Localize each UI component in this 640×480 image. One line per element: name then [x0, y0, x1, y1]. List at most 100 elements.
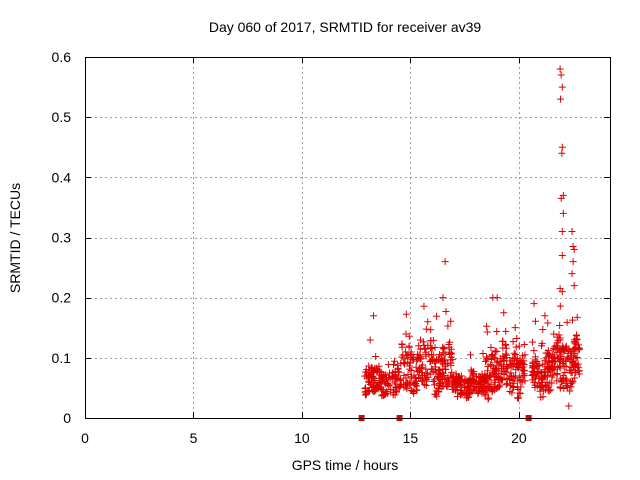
data-point [558, 83, 566, 91]
data-point [394, 364, 402, 372]
data-point [502, 381, 510, 389]
data-point [422, 325, 430, 333]
data-point [422, 381, 430, 389]
data-point [373, 366, 381, 374]
data-point [428, 365, 436, 373]
data-point [488, 369, 496, 377]
x-tick-label: 0 [81, 430, 89, 446]
data-point [475, 378, 483, 386]
data-point [569, 258, 577, 266]
data-point [500, 309, 508, 317]
data-point [441, 365, 449, 373]
x-tick-label: 5 [190, 430, 198, 446]
data-point [548, 373, 556, 381]
data-point [394, 375, 402, 383]
data-point [560, 347, 568, 355]
data-point [572, 354, 580, 362]
y-tick-label: 0.1 [52, 350, 72, 366]
data-point [547, 367, 555, 375]
data-point [447, 350, 455, 358]
data-point [483, 353, 491, 361]
data-point [365, 387, 373, 395]
data-point [497, 367, 505, 375]
data-point [518, 365, 526, 373]
data-point [378, 372, 386, 380]
data-point [513, 362, 521, 370]
data-point [485, 384, 493, 392]
data-point [565, 402, 573, 410]
y-tick-label: 0.3 [52, 230, 72, 246]
data-point [447, 317, 455, 325]
y-tick-label: 0.6 [52, 49, 72, 65]
data-point [484, 362, 492, 370]
data-point [558, 288, 566, 296]
data-point [472, 384, 480, 392]
data-point [437, 379, 445, 387]
data-point [435, 387, 443, 395]
data-point [536, 387, 544, 395]
data-point [542, 349, 550, 357]
data-point [571, 374, 579, 382]
data-point [405, 332, 413, 340]
data-point [405, 343, 413, 351]
data-point [391, 391, 399, 399]
data-point [516, 389, 524, 397]
data-point [391, 357, 399, 365]
data-point [488, 361, 496, 369]
data-point [491, 348, 499, 356]
data-point [408, 373, 416, 381]
data-point [472, 373, 480, 381]
data-point [401, 360, 409, 368]
data-point [438, 383, 446, 391]
data-point [520, 371, 528, 379]
data-point [556, 384, 564, 392]
data-point [558, 227, 566, 235]
data-point [392, 384, 400, 392]
data-point [558, 149, 566, 157]
data-point [373, 367, 381, 375]
data-point [361, 385, 369, 393]
data-point [470, 377, 478, 385]
data-point [495, 383, 503, 391]
axes: 0 5 10 15 20 0 0.1 0.2 0.3 0.4 0.5 0.6 [52, 49, 610, 446]
data-point [448, 368, 456, 376]
data-point [566, 387, 574, 395]
data-point [510, 349, 518, 357]
data-point [380, 391, 388, 399]
data-point [502, 350, 510, 358]
data-point [431, 357, 439, 365]
data-point [557, 95, 565, 103]
data-point [431, 344, 439, 352]
data-point [467, 366, 475, 374]
data-point [466, 388, 474, 396]
data-point [479, 387, 487, 395]
data-point [558, 377, 566, 385]
data-point [417, 355, 425, 363]
data-point [559, 372, 567, 380]
data-point [385, 382, 393, 390]
data-point [413, 357, 421, 365]
data-point [484, 395, 492, 403]
data-point [496, 358, 504, 366]
data-point [445, 341, 453, 349]
data-point [569, 243, 577, 251]
data-point [566, 366, 574, 374]
data-point [370, 379, 378, 387]
data-point [512, 343, 520, 351]
y-tick-label: 0.2 [52, 290, 72, 306]
data-point [506, 387, 514, 395]
x-tick-label: 15 [403, 430, 419, 446]
data-point [566, 378, 574, 386]
data-point [569, 357, 577, 365]
data-point [537, 383, 545, 391]
y-axis-label: SRMTID / TECUs [7, 183, 23, 293]
data-point [528, 376, 536, 384]
data-point [385, 369, 393, 377]
data-point [442, 308, 450, 316]
data-point [541, 372, 549, 380]
data-point [511, 351, 519, 359]
data-point [406, 359, 414, 367]
data-point [376, 379, 384, 387]
data-point [561, 369, 569, 377]
data-point [466, 351, 474, 359]
